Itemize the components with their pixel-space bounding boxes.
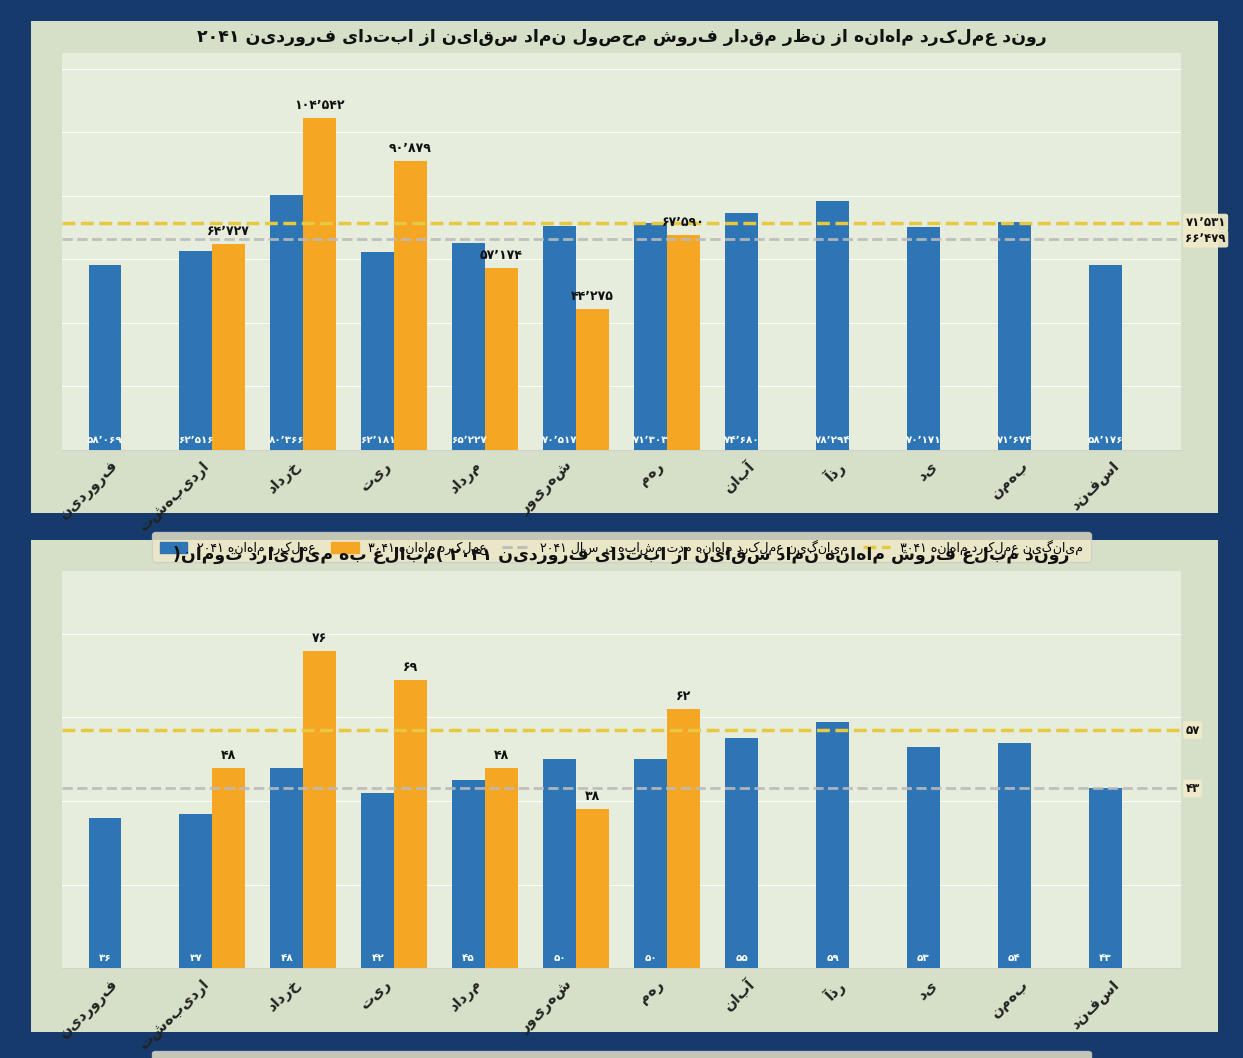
Bar <box>179 814 213 968</box>
Text: ۵۷٬۱۷۴: ۵۷٬۱۷۴ <box>480 250 523 262</box>
Text: ۴۸: ۴۸ <box>221 749 236 762</box>
Bar <box>543 760 576 968</box>
Text: ۱۰۴٬۵۴۲: ۱۰۴٬۵۴۲ <box>295 98 344 112</box>
Bar <box>634 760 667 968</box>
Bar <box>576 309 609 450</box>
Bar <box>394 161 426 450</box>
Bar <box>543 225 576 450</box>
Text: ۴۸: ۴۸ <box>493 749 510 762</box>
Bar <box>271 195 303 450</box>
Text: ۶۵٬۲۲۷: ۶۵٬۲۲۷ <box>451 435 486 445</box>
Bar <box>394 680 426 968</box>
Text: ۵۴: ۵۴ <box>1008 953 1021 963</box>
Text: ۳۶: ۳۶ <box>98 953 112 963</box>
Bar <box>998 743 1030 968</box>
Text: ۵۰: ۵۰ <box>644 953 658 963</box>
Bar <box>907 747 940 968</box>
Text: ۶۷٬۵۹۰: ۶۷٬۵۹۰ <box>663 216 705 230</box>
Text: ۷۰٬۱۷۱: ۷۰٬۱۷۱ <box>906 435 941 445</box>
Bar <box>88 266 122 450</box>
Text: ۵۷: ۵۷ <box>1186 724 1199 736</box>
Text: ۵۵: ۵۵ <box>735 953 748 963</box>
Title: ۲۰۴۱ نیدرورف یادتبا زا نیاقس دامن لوصحم شورف رادقم رظن زا هناهام درکلمع دنور: ۲۰۴۱ نیدرورف یادتبا زا نیاقس دامن لوصحم … <box>196 28 1047 45</box>
Text: ۵۳: ۵۳ <box>917 953 930 963</box>
Bar <box>667 235 700 450</box>
Text: ۶۲٬۵۱۶: ۶۲٬۵۱۶ <box>178 435 214 445</box>
Text: ۹۰٬۸۷۹: ۹۰٬۸۷۹ <box>389 142 431 156</box>
Text: ۴۳: ۴۳ <box>1186 782 1199 795</box>
Text: ۷۱٬۵۳۱: ۷۱٬۵۳۱ <box>1186 216 1226 230</box>
Text: ۷۱٬۳۰۳: ۷۱٬۳۰۳ <box>633 435 669 445</box>
Text: ۶۹: ۶۹ <box>403 661 418 674</box>
Bar <box>452 780 485 968</box>
Text: ۴۳: ۴۳ <box>1099 953 1111 963</box>
Bar <box>576 809 609 968</box>
Text: ۶۶٬۴۷۹: ۶۶٬۴۷۹ <box>1186 232 1226 245</box>
Bar <box>213 244 245 450</box>
Bar <box>634 223 667 450</box>
Text: ۶۴٬۷۲۷: ۶۴٬۷۲۷ <box>208 225 250 238</box>
Text: ۶۲٬۱۸۱: ۶۲٬۱۸۱ <box>360 435 395 445</box>
Text: ۳۸: ۳۸ <box>584 790 600 803</box>
Legend: ۲۰۴۱ هناهام درکلمع, ۳۰۴۱ هناهام درکلمع, ۲۰۴۱ لاس رد هباشم تدم هناهام درکلمع نیگن: ۲۰۴۱ هناهام درکلمع, ۳۰۴۱ هناهام درکلمع, … <box>152 532 1091 563</box>
Text: ۵۹: ۵۹ <box>827 953 839 963</box>
Bar <box>817 722 849 968</box>
Bar <box>667 709 700 968</box>
Bar <box>1089 264 1121 450</box>
Bar <box>213 768 245 968</box>
Bar <box>362 252 394 450</box>
Text: ۵۸٬۰۶۹: ۵۸٬۰۶۹ <box>87 435 123 445</box>
Text: ۴۲: ۴۲ <box>372 953 384 963</box>
Text: ۷۴٬۶۸۰: ۷۴٬۶۸۰ <box>723 435 759 445</box>
Bar <box>179 251 213 450</box>
Text: ۴۸: ۴۸ <box>281 953 293 963</box>
Bar <box>998 222 1030 450</box>
Text: ۶۲: ۶۲ <box>676 690 691 704</box>
Text: ۷۸٬۲۹۴: ۷۸٬۲۹۴ <box>814 435 850 445</box>
Bar <box>485 268 518 450</box>
Bar <box>362 792 394 968</box>
Title: )ناموت درایلیم هب غلابم( ۲۰۴۱ نیدرورف یادتبا زا نیاقس دامن هناهام شورف غلبم دنور: )ناموت درایلیم هب غلابم( ۲۰۴۱ نیدرورف یا… <box>173 546 1070 564</box>
Text: ۴۵: ۴۵ <box>462 953 475 963</box>
Text: ۸۰٬۳۶۶: ۸۰٬۳۶۶ <box>268 435 305 445</box>
Bar <box>907 226 940 450</box>
Bar <box>452 242 485 450</box>
Text: ۵۸٬۱۷۶: ۵۸٬۱۷۶ <box>1088 435 1124 445</box>
Text: ۵۰: ۵۰ <box>553 953 566 963</box>
Bar <box>1089 788 1121 968</box>
Bar <box>88 818 122 968</box>
Bar <box>303 117 336 450</box>
Bar <box>725 213 758 450</box>
Bar <box>485 768 518 968</box>
Bar <box>725 738 758 968</box>
Legend: ۲۰۴۱ هناهام درکلمع, ۳۰۴۱ هناهام درکلمع, ۲۰۴۱ لاس رد هباشم تدم هناهام درکلمع نیگن: ۲۰۴۱ هناهام درکلمع, ۳۰۴۱ هناهام درکلمع, … <box>152 1051 1091 1058</box>
Text: ۴۴٬۲۷۵: ۴۴٬۲۷۵ <box>571 290 614 304</box>
Bar <box>817 201 849 450</box>
Text: ۳۷: ۳۷ <box>189 953 203 963</box>
Bar <box>303 651 336 968</box>
Text: ۷۱٬۶۷۴: ۷۱٬۶۷۴ <box>997 435 1032 445</box>
Text: ۷۶: ۷۶ <box>312 632 327 644</box>
Bar <box>271 768 303 968</box>
Text: ۷۰٬۵۱۷: ۷۰٬۵۱۷ <box>542 435 578 445</box>
